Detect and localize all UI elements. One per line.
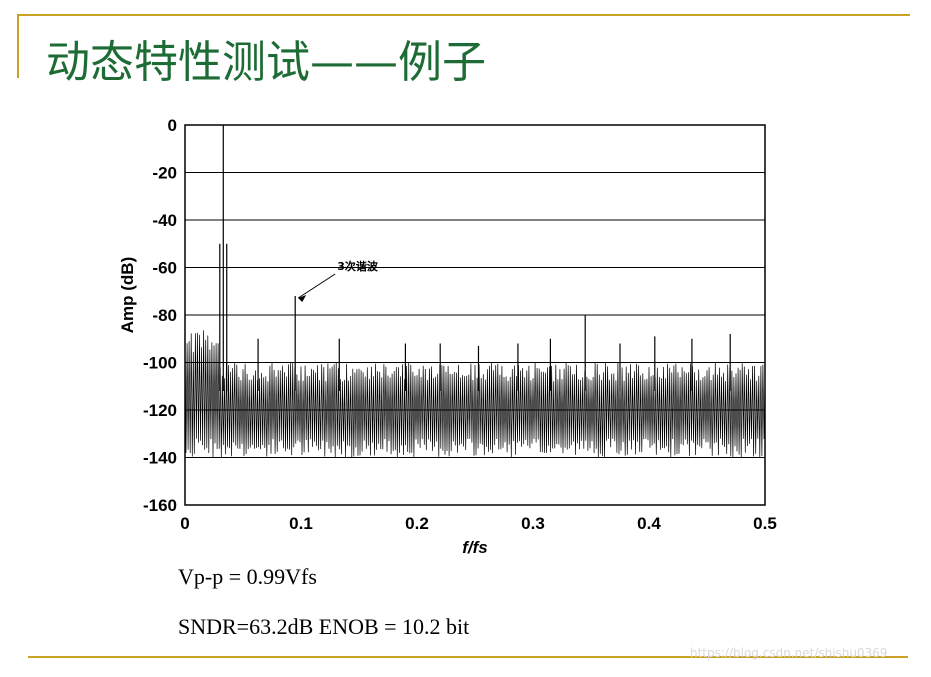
vpp-text: Vp-p = 0.99Vfs <box>178 564 317 589</box>
watermark: https://blog.csdn.net/shishu0369 <box>690 646 888 660</box>
x-tick-label: 0 <box>180 514 189 533</box>
plot-frame <box>184 124 766 506</box>
x-tick-label: 0.5 <box>753 514 777 533</box>
slide-title: 动态特性测试——例子 <box>46 37 486 88</box>
noise-floor-trace <box>184 330 766 458</box>
y-tick-label: -20 <box>152 164 177 183</box>
y-tick-label: -140 <box>143 449 177 468</box>
y-tick-label: -160 <box>143 496 177 515</box>
x-tick-label: 0.2 <box>405 514 429 533</box>
y-tick-label: 0 <box>168 116 177 135</box>
annotation-arrowhead <box>298 295 307 302</box>
x-tick-label: 0.3 <box>521 514 545 533</box>
x-tick-label: 0.1 <box>289 514 313 533</box>
y-tick-label: -100 <box>143 354 177 373</box>
x-tick-label: 0.4 <box>637 514 661 533</box>
bottom-rule <box>28 656 908 658</box>
annotation-arrow <box>297 273 336 299</box>
y-axis-label: Amp (dB) <box>118 257 137 333</box>
y-tick-label: -120 <box>143 401 177 420</box>
y-tick-label: -80 <box>152 306 177 325</box>
spectrum-chart: 0 0.1 0.2 0.3 0.4 0.5 0 -20 -40 -60 -80 -100 -120 -14… <box>118 116 777 555</box>
x-axis-label: f/fs <box>462 538 488 555</box>
y-tick-label: -40 <box>152 211 177 230</box>
annotation-label: 3次谐波 <box>337 259 379 273</box>
y-tick-label: -60 <box>152 259 177 278</box>
top-rule <box>17 14 910 16</box>
sndr-enob-text: SNDR=63.2dB ENOB = 10.2 bit <box>178 614 470 639</box>
left-rule <box>17 14 19 78</box>
